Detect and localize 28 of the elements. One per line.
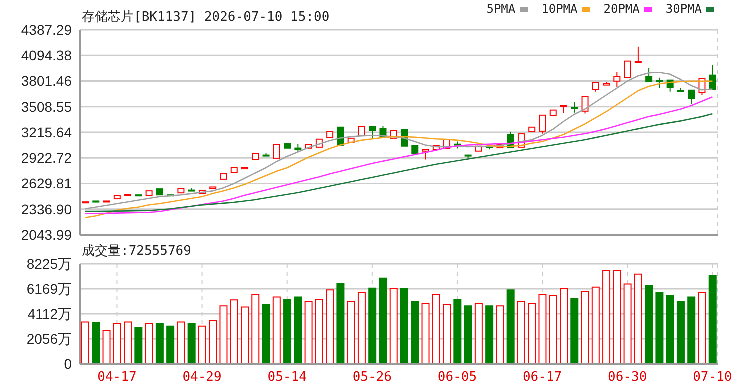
chart-title: 成交量:72555769 <box>82 243 192 260</box>
y-tick-label: 4387.29 <box>21 22 72 38</box>
legend-label: 10PMA <box>542 2 579 16</box>
y-tick-label: 2922.72 <box>21 150 72 166</box>
y-tick-label: 3215.64 <box>21 124 72 140</box>
y-tick-label: 4094.38 <box>21 48 72 64</box>
y-tick-label: 2336.90 <box>21 201 72 218</box>
x-tick-label: 06-30 <box>608 370 648 386</box>
y-tick-label: 3508.55 <box>21 98 72 115</box>
x-tick-label: 06-05 <box>438 370 478 386</box>
x-tick-label: 06-17 <box>522 370 562 386</box>
legend-label: 30PMA <box>666 2 703 16</box>
y-tick-label: 6169万 <box>26 280 72 297</box>
y-tick-label: 0 <box>64 356 72 372</box>
y-tick-label: 2056万 <box>26 330 72 347</box>
y-tick-label: 3801.46 <box>21 73 72 90</box>
x-tick-label: 04-29 <box>182 370 222 386</box>
y-tick-label: 2043.99 <box>21 226 72 243</box>
x-tick-label: 07-10 <box>693 370 732 386</box>
y-tick-label: 8225万 <box>26 256 72 272</box>
y-tick-label: 2629.81 <box>21 176 72 192</box>
chart-title: 存储芯片[BK1137] 2026-07-10 15:00 <box>82 9 330 26</box>
legend-label: 5PMA <box>486 2 517 16</box>
x-tick-label: 05-26 <box>352 370 392 386</box>
x-tick-label: 05-14 <box>268 370 308 386</box>
legend-label: 20PMA <box>604 2 641 16</box>
x-tick-label: 04-17 <box>98 370 137 386</box>
y-tick-label: 4112万 <box>28 306 72 322</box>
